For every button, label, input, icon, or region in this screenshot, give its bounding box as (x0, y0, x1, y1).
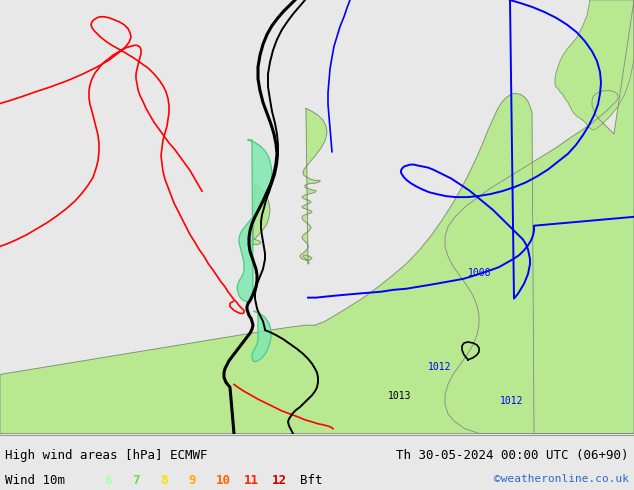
Text: High wind areas [hPa] ECMWF: High wind areas [hPa] ECMWF (5, 449, 207, 463)
Text: 12: 12 (272, 474, 287, 488)
Text: 1008: 1008 (468, 268, 491, 278)
Text: 1012: 1012 (428, 362, 451, 371)
Text: 10: 10 (216, 474, 231, 488)
Text: 1013: 1013 (388, 391, 411, 401)
Polygon shape (0, 94, 634, 434)
Polygon shape (300, 108, 327, 264)
Polygon shape (252, 312, 271, 362)
Text: ©weatheronline.co.uk: ©weatheronline.co.uk (494, 474, 629, 484)
Text: 7: 7 (133, 474, 140, 488)
Text: 8: 8 (160, 474, 168, 488)
Text: Bft: Bft (300, 474, 322, 488)
Text: 6: 6 (105, 474, 112, 488)
Text: 11: 11 (244, 474, 259, 488)
Polygon shape (237, 140, 272, 301)
Polygon shape (555, 0, 634, 130)
Text: 1012: 1012 (500, 396, 524, 406)
Text: Wind 10m: Wind 10m (5, 474, 65, 488)
Text: Th 30-05-2024 00:00 UTC (06+90): Th 30-05-2024 00:00 UTC (06+90) (396, 449, 629, 463)
Polygon shape (445, 0, 634, 434)
Text: 9: 9 (188, 474, 196, 488)
Polygon shape (249, 185, 270, 245)
